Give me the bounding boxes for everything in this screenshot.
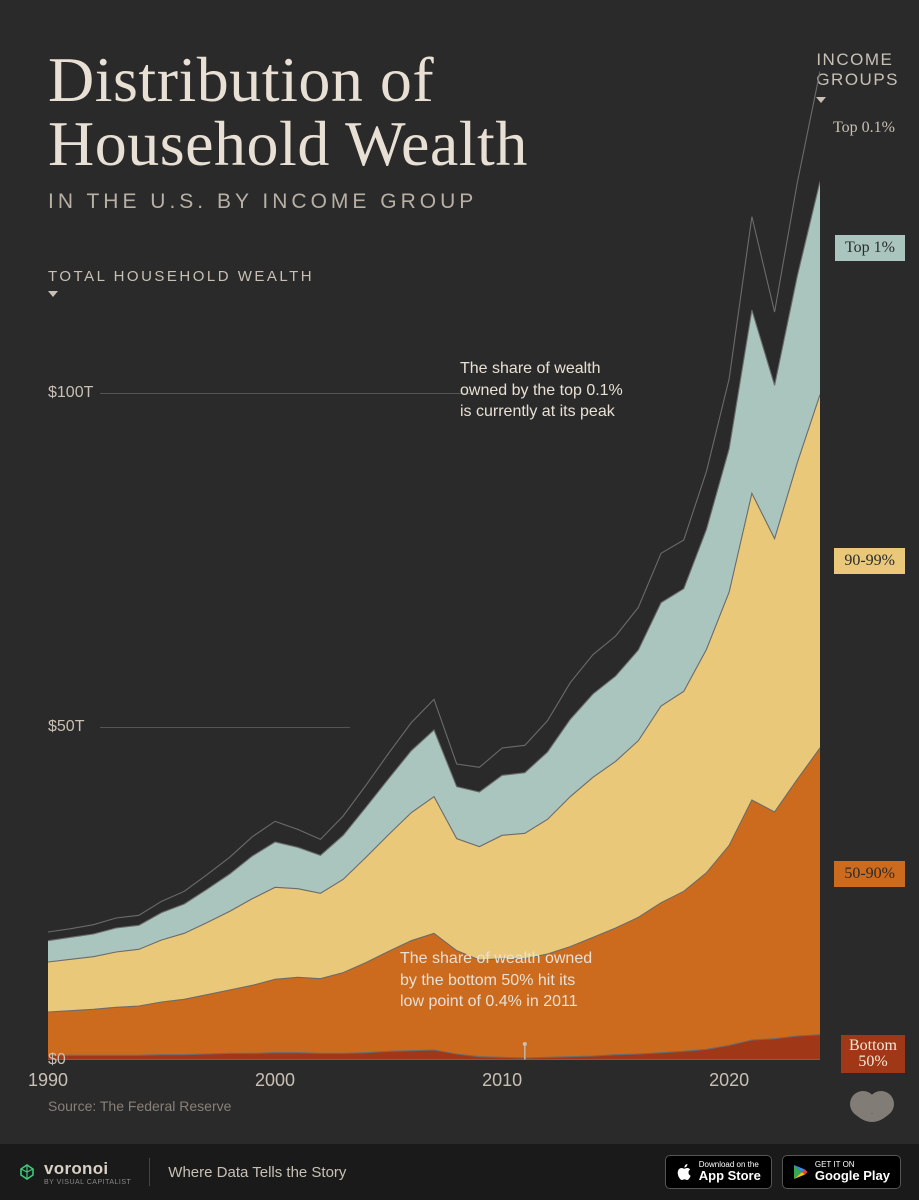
- series-badge-top0_1: Top 0.1%: [823, 115, 905, 141]
- series-badge-top1: Top 1%: [835, 235, 905, 261]
- title-line1: Distribution of: [48, 48, 528, 112]
- apple-icon: [676, 1163, 692, 1181]
- app-store-badge[interactable]: Download on the App Store: [665, 1155, 772, 1189]
- google-play-icon: [793, 1164, 808, 1180]
- y-tick-label: $100T: [48, 384, 93, 402]
- appstore-big: App Store: [699, 1169, 761, 1183]
- brand-block[interactable]: voronoi BY VISUAL CAPITALIST: [18, 1159, 131, 1186]
- subtitle: IN THE U.S. BY INCOME GROUP: [48, 190, 528, 214]
- visual-capitalist-logo-icon: [849, 1084, 895, 1130]
- series-badge-mid50_90: 50-90%: [834, 861, 905, 887]
- source-text: Source: The Federal Reserve: [48, 1098, 231, 1114]
- x-tick-label: 2010: [482, 1070, 522, 1091]
- title-line2: Household Wealth: [48, 112, 528, 176]
- brand-subtext: BY VISUAL CAPITALIST: [44, 1179, 131, 1186]
- google-play-badge[interactable]: GET IT ON Google Play: [782, 1155, 901, 1189]
- footer-bar: voronoi BY VISUAL CAPITALIST Where Data …: [0, 1144, 919, 1200]
- voronoi-logo-icon: [18, 1163, 36, 1181]
- infographic-root: Distribution of Household Wealth IN THE …: [0, 0, 919, 1200]
- x-tick-label: 2020: [709, 1070, 749, 1091]
- x-tick-label: 2000: [255, 1070, 295, 1091]
- x-tick-label: 1990: [28, 1070, 68, 1091]
- footer-tagline: Where Data Tells the Story: [168, 1164, 346, 1181]
- series-badge-p90_99: 90-99%: [834, 548, 905, 574]
- annotation-top: The share of wealthowned by the top 0.1%…: [460, 358, 623, 423]
- gridline: [100, 393, 470, 394]
- legend-header-2: GROUPS: [816, 70, 899, 89]
- annotation-bottom: The share of wealth ownedby the bottom 5…: [400, 948, 592, 1013]
- series-badge-bottom50: Bottom50%: [841, 1035, 905, 1073]
- brand-name: voronoi: [44, 1159, 131, 1179]
- y-tick-label: $0: [48, 1051, 66, 1069]
- footer-divider: [149, 1158, 150, 1186]
- play-big: Google Play: [815, 1169, 890, 1183]
- gridline: [100, 727, 350, 728]
- legend-header: INCOME GROUPS: [816, 50, 899, 103]
- legend-header-1: INCOME: [816, 50, 893, 69]
- store-badges: Download on the App Store GET IT ON Goog…: [665, 1155, 901, 1189]
- title-block: Distribution of Household Wealth IN THE …: [48, 48, 528, 214]
- y-tick-label: $50T: [48, 718, 84, 736]
- annotation-marker-dot: [523, 1042, 527, 1046]
